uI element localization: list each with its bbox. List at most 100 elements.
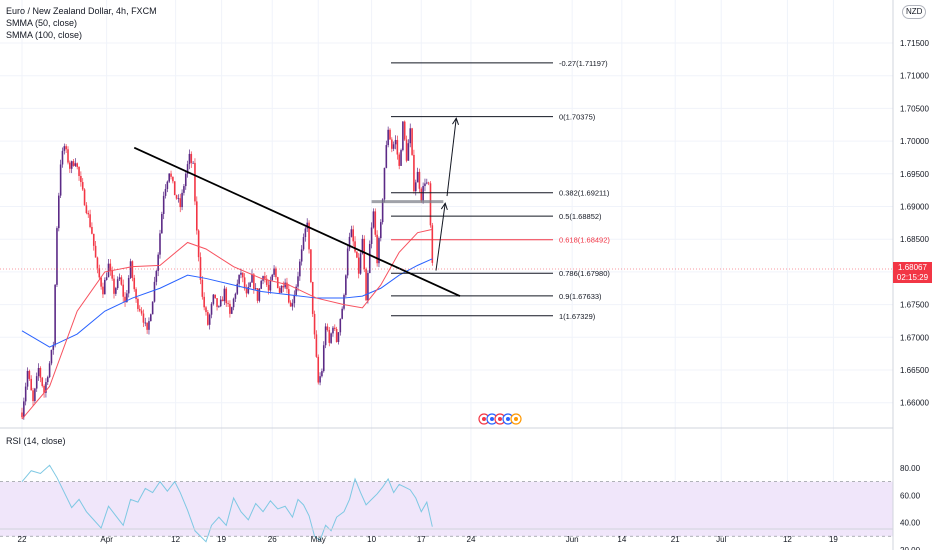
candle-body xyxy=(194,162,196,202)
candle-body xyxy=(299,261,301,277)
rsi-scale[interactable]: 80.00 60.00 40.00 20.00 xyxy=(900,464,921,550)
time-tick-label: 24 xyxy=(467,535,476,544)
candle-body xyxy=(179,198,182,208)
candle-body xyxy=(148,321,150,330)
candle-body xyxy=(205,307,207,313)
candle-body xyxy=(30,378,32,391)
candle-body xyxy=(115,288,117,294)
price-tick-label: 1.71500 xyxy=(900,39,929,48)
candle-body xyxy=(253,274,255,289)
candle-body xyxy=(104,279,106,295)
candle-body xyxy=(166,181,169,189)
candle-body xyxy=(92,233,95,246)
candle-body xyxy=(159,233,161,255)
candle-body xyxy=(352,229,354,242)
time-tick-label: 19 xyxy=(217,535,226,544)
fib-level-label: 0.382(1.69211) xyxy=(559,189,610,198)
candle-body xyxy=(251,274,253,283)
last-price-value: 1.68067 xyxy=(898,263,927,272)
event-flag-dot xyxy=(490,417,494,421)
candle-body xyxy=(398,154,400,166)
smma50-line xyxy=(21,228,433,420)
price-tick-label: 1.68500 xyxy=(900,235,929,244)
candle-body xyxy=(100,277,102,287)
candle-body xyxy=(109,263,112,271)
candle-body xyxy=(183,186,185,193)
candle-body xyxy=(78,166,80,177)
candle-body xyxy=(356,251,358,258)
candle-body xyxy=(155,270,158,282)
candle-body xyxy=(28,370,31,379)
last-price-tag: 1.68067 02:15:29 xyxy=(893,262,932,283)
candle-body xyxy=(58,195,60,229)
candle-body xyxy=(295,286,297,295)
candle-body xyxy=(345,275,347,295)
candle-body xyxy=(80,176,82,183)
projection-arrow xyxy=(435,203,446,271)
fib-level-label: 0.9(1.67633) xyxy=(559,292,602,301)
candle-body xyxy=(403,121,406,140)
candle-body xyxy=(394,139,397,145)
candle-body xyxy=(41,377,44,386)
candle-body xyxy=(245,288,248,294)
candle-body xyxy=(238,274,240,284)
candle-body xyxy=(385,145,388,168)
candle-body xyxy=(308,222,310,250)
rsi-tick-label: 20.00 xyxy=(900,546,921,550)
time-scale[interactable]: 22 Apr 12 19 26 May 10 17 24 Jun 14 21 Jul 12 19 xyxy=(18,535,839,544)
candle-body xyxy=(218,306,220,307)
candle-body xyxy=(357,257,360,274)
candle-body xyxy=(381,199,384,223)
candle-body xyxy=(387,129,389,146)
indicator-smma100[interactable]: SMMA (100, close) xyxy=(6,30,83,40)
candle-body xyxy=(74,163,77,166)
candle-body xyxy=(418,171,421,189)
fibonacci-retracement[interactable]: -0.27(1.71197) 0(1.70375) 0.382(1.69211) 0.… xyxy=(391,59,610,321)
currency-badge[interactable]: NZD xyxy=(902,5,927,19)
smma100-line xyxy=(21,258,433,348)
drawings[interactable] xyxy=(133,117,461,297)
candle-body xyxy=(91,226,93,234)
candle-body xyxy=(310,249,312,282)
candle-body xyxy=(260,280,262,289)
candle-body xyxy=(326,326,329,331)
candle-body xyxy=(54,284,56,346)
candle-body xyxy=(230,307,233,314)
candle-body xyxy=(396,139,399,155)
candle-body xyxy=(212,294,215,304)
event-markers[interactable] xyxy=(478,413,522,425)
candle-body xyxy=(254,288,257,289)
indicator-smma50[interactable]: SMMA (50, close) xyxy=(6,18,78,28)
candle-body xyxy=(291,303,294,307)
candle-body xyxy=(137,298,139,309)
candle-body xyxy=(304,228,307,238)
candle-body xyxy=(153,281,156,302)
candle-body xyxy=(361,238,364,254)
event-flag-dot xyxy=(498,417,502,421)
candle-body xyxy=(407,143,410,161)
symbol-title[interactable]: Euro / New Zealand Dollar, 4h, FXCM xyxy=(6,6,157,16)
candle-body xyxy=(190,153,193,163)
candle-body xyxy=(264,276,266,279)
candle-body xyxy=(413,154,415,192)
rsi-tick-label: 40.00 xyxy=(900,519,921,528)
fib-level-label: 0.618(1.68492) xyxy=(559,236,610,245)
candle-body xyxy=(43,385,45,393)
candle-body xyxy=(416,171,419,183)
price-tick-label: 1.66000 xyxy=(900,399,929,408)
candle-body xyxy=(208,314,211,325)
candle-body xyxy=(330,333,332,343)
chart-legend: Euro / New Zealand Dollar, 4h, FXCM SMMA… xyxy=(6,5,157,41)
candle-body xyxy=(122,284,124,297)
candle-body xyxy=(225,288,228,304)
candle-body xyxy=(223,288,226,302)
arrow-head xyxy=(452,117,459,125)
candle-body xyxy=(83,189,86,206)
candle-body xyxy=(127,278,130,294)
candle-body xyxy=(414,182,417,192)
candle-body xyxy=(374,211,377,235)
candle-body xyxy=(76,163,78,167)
candle-body xyxy=(146,322,148,330)
rsi-legend[interactable]: RSI (14, close) xyxy=(6,436,66,446)
